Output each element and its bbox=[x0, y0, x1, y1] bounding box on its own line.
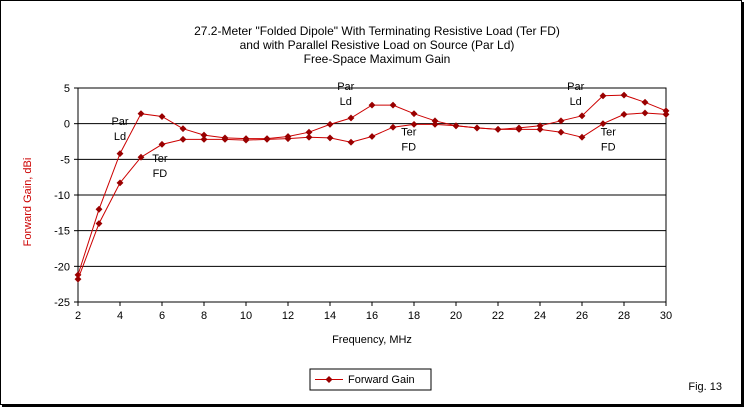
data-point-0-13 bbox=[347, 114, 355, 122]
data-point-0-5 bbox=[179, 125, 187, 133]
data-point-1-8 bbox=[242, 136, 250, 144]
data-point-0-2 bbox=[116, 150, 124, 158]
data-point-1-0 bbox=[74, 275, 82, 283]
grid-lines bbox=[78, 123, 666, 267]
x-tick-label-6: 14 bbox=[324, 310, 336, 322]
title-line-2: and with Parallel Resistive Load on Sour… bbox=[240, 38, 515, 52]
x-tick-label-3: 8 bbox=[201, 310, 207, 322]
y-axis: 5 0 -5 -10 -15 -20 -25 bbox=[54, 83, 78, 309]
title-line-1: 27.2-Meter "Folded Dipole" With Terminat… bbox=[194, 24, 560, 38]
chart-title: 27.2-Meter "Folded Dipole" With Terminat… bbox=[194, 24, 560, 66]
data-point-1-2 bbox=[116, 179, 124, 187]
annotation-4: Par Ld bbox=[567, 81, 584, 108]
data-point-1-9 bbox=[263, 135, 271, 143]
x-tick-label-11: 24 bbox=[534, 310, 546, 322]
data-point-0-12 bbox=[326, 120, 334, 128]
data-point-1-19 bbox=[473, 124, 481, 132]
data-point-1-21 bbox=[515, 125, 523, 133]
annotation-2: Par Ld bbox=[337, 81, 354, 108]
data-point-0-16 bbox=[410, 110, 418, 118]
data-point-1-6 bbox=[200, 135, 208, 143]
annotation-5: Ter FD bbox=[601, 127, 617, 154]
data-point-1-25 bbox=[599, 120, 607, 128]
y-tick-label-3: -10 bbox=[54, 190, 70, 202]
data-point-1-10 bbox=[284, 135, 292, 143]
data-point-0-15 bbox=[389, 101, 397, 109]
data-point-1-17 bbox=[431, 120, 439, 128]
data-point-1-4 bbox=[158, 140, 166, 148]
annotations: Par Ld Ter FD Par Ld Ter FD Par Ld Ter FD bbox=[111, 81, 616, 180]
series-layer bbox=[74, 91, 670, 283]
data-point-1-26 bbox=[620, 110, 628, 118]
data-point-1-24 bbox=[578, 133, 586, 141]
data-point-1-14 bbox=[368, 133, 376, 140]
x-tick-label-14: 30 bbox=[660, 310, 672, 322]
data-point-1-11 bbox=[305, 133, 313, 141]
legend-box bbox=[309, 368, 432, 391]
y-tick-label-2: -5 bbox=[60, 154, 70, 166]
x-axis-label: Frequency, MHz bbox=[332, 334, 412, 346]
y-tick-label-4: -15 bbox=[54, 226, 70, 238]
data-point-0-26 bbox=[620, 91, 628, 99]
figure-label: Fig. 13 bbox=[688, 381, 722, 393]
data-point-1-15 bbox=[389, 123, 397, 131]
data-point-1-18 bbox=[452, 122, 460, 130]
title-line-3: Free-Space Maximum Gain bbox=[304, 52, 451, 66]
x-tick-label-0: 2 bbox=[75, 310, 81, 322]
annotation-0: Par Ld bbox=[111, 116, 128, 143]
data-point-0-24 bbox=[578, 112, 586, 120]
x-tick-label-4: 10 bbox=[240, 310, 252, 322]
data-point-1-13 bbox=[347, 138, 355, 146]
data-point-0-23 bbox=[557, 117, 565, 125]
data-point-1-5 bbox=[179, 135, 187, 143]
data-point-1-1 bbox=[95, 220, 103, 227]
x-tick-label-13: 28 bbox=[618, 310, 630, 322]
data-point-0-14 bbox=[368, 101, 376, 109]
legend-marker-swatch bbox=[325, 376, 333, 383]
legend-label: Forward Gain bbox=[348, 374, 415, 386]
annotation-3: Ter FD bbox=[401, 127, 417, 154]
data-point-0-4 bbox=[158, 113, 166, 120]
x-tick-label-9: 20 bbox=[450, 310, 462, 322]
data-point-1-3 bbox=[137, 153, 145, 161]
y-axis-label: Forward Gain, dBi bbox=[22, 158, 34, 247]
legend: Forward Gain bbox=[309, 368, 432, 391]
x-axis: 2 4 6 8 10 12 14 16 18 20 22 24 26 28 30 bbox=[75, 302, 672, 322]
data-point-1-23 bbox=[557, 128, 565, 136]
x-tick-label-7: 16 bbox=[366, 310, 378, 322]
y-tick-label-5: -20 bbox=[54, 261, 70, 273]
data-point-0-25 bbox=[599, 92, 607, 100]
x-tick-label-8: 18 bbox=[408, 310, 420, 322]
data-point-1-16 bbox=[410, 120, 418, 128]
y-tick-label-0: 5 bbox=[64, 83, 70, 95]
data-point-1-22 bbox=[536, 125, 544, 133]
y-tick-label-6: -25 bbox=[54, 297, 70, 309]
annotation-1: Ter FD bbox=[152, 153, 168, 180]
data-point-1-27 bbox=[641, 109, 649, 117]
data-point-1-28 bbox=[662, 110, 670, 118]
data-point-0-3 bbox=[137, 110, 145, 118]
x-tick-label-1: 4 bbox=[117, 310, 123, 322]
data-point-0-1 bbox=[95, 205, 103, 213]
x-tick-label-12: 26 bbox=[576, 310, 588, 322]
y-tick-label-1: 0 bbox=[64, 119, 70, 131]
data-point-0-27 bbox=[641, 98, 649, 106]
x-tick-label-5: 12 bbox=[282, 310, 294, 322]
data-point-1-20 bbox=[494, 125, 502, 133]
x-tick-label-10: 22 bbox=[492, 310, 504, 322]
data-point-1-12 bbox=[326, 134, 334, 142]
data-point-1-7 bbox=[221, 135, 229, 143]
x-tick-label-2: 6 bbox=[159, 310, 165, 322]
